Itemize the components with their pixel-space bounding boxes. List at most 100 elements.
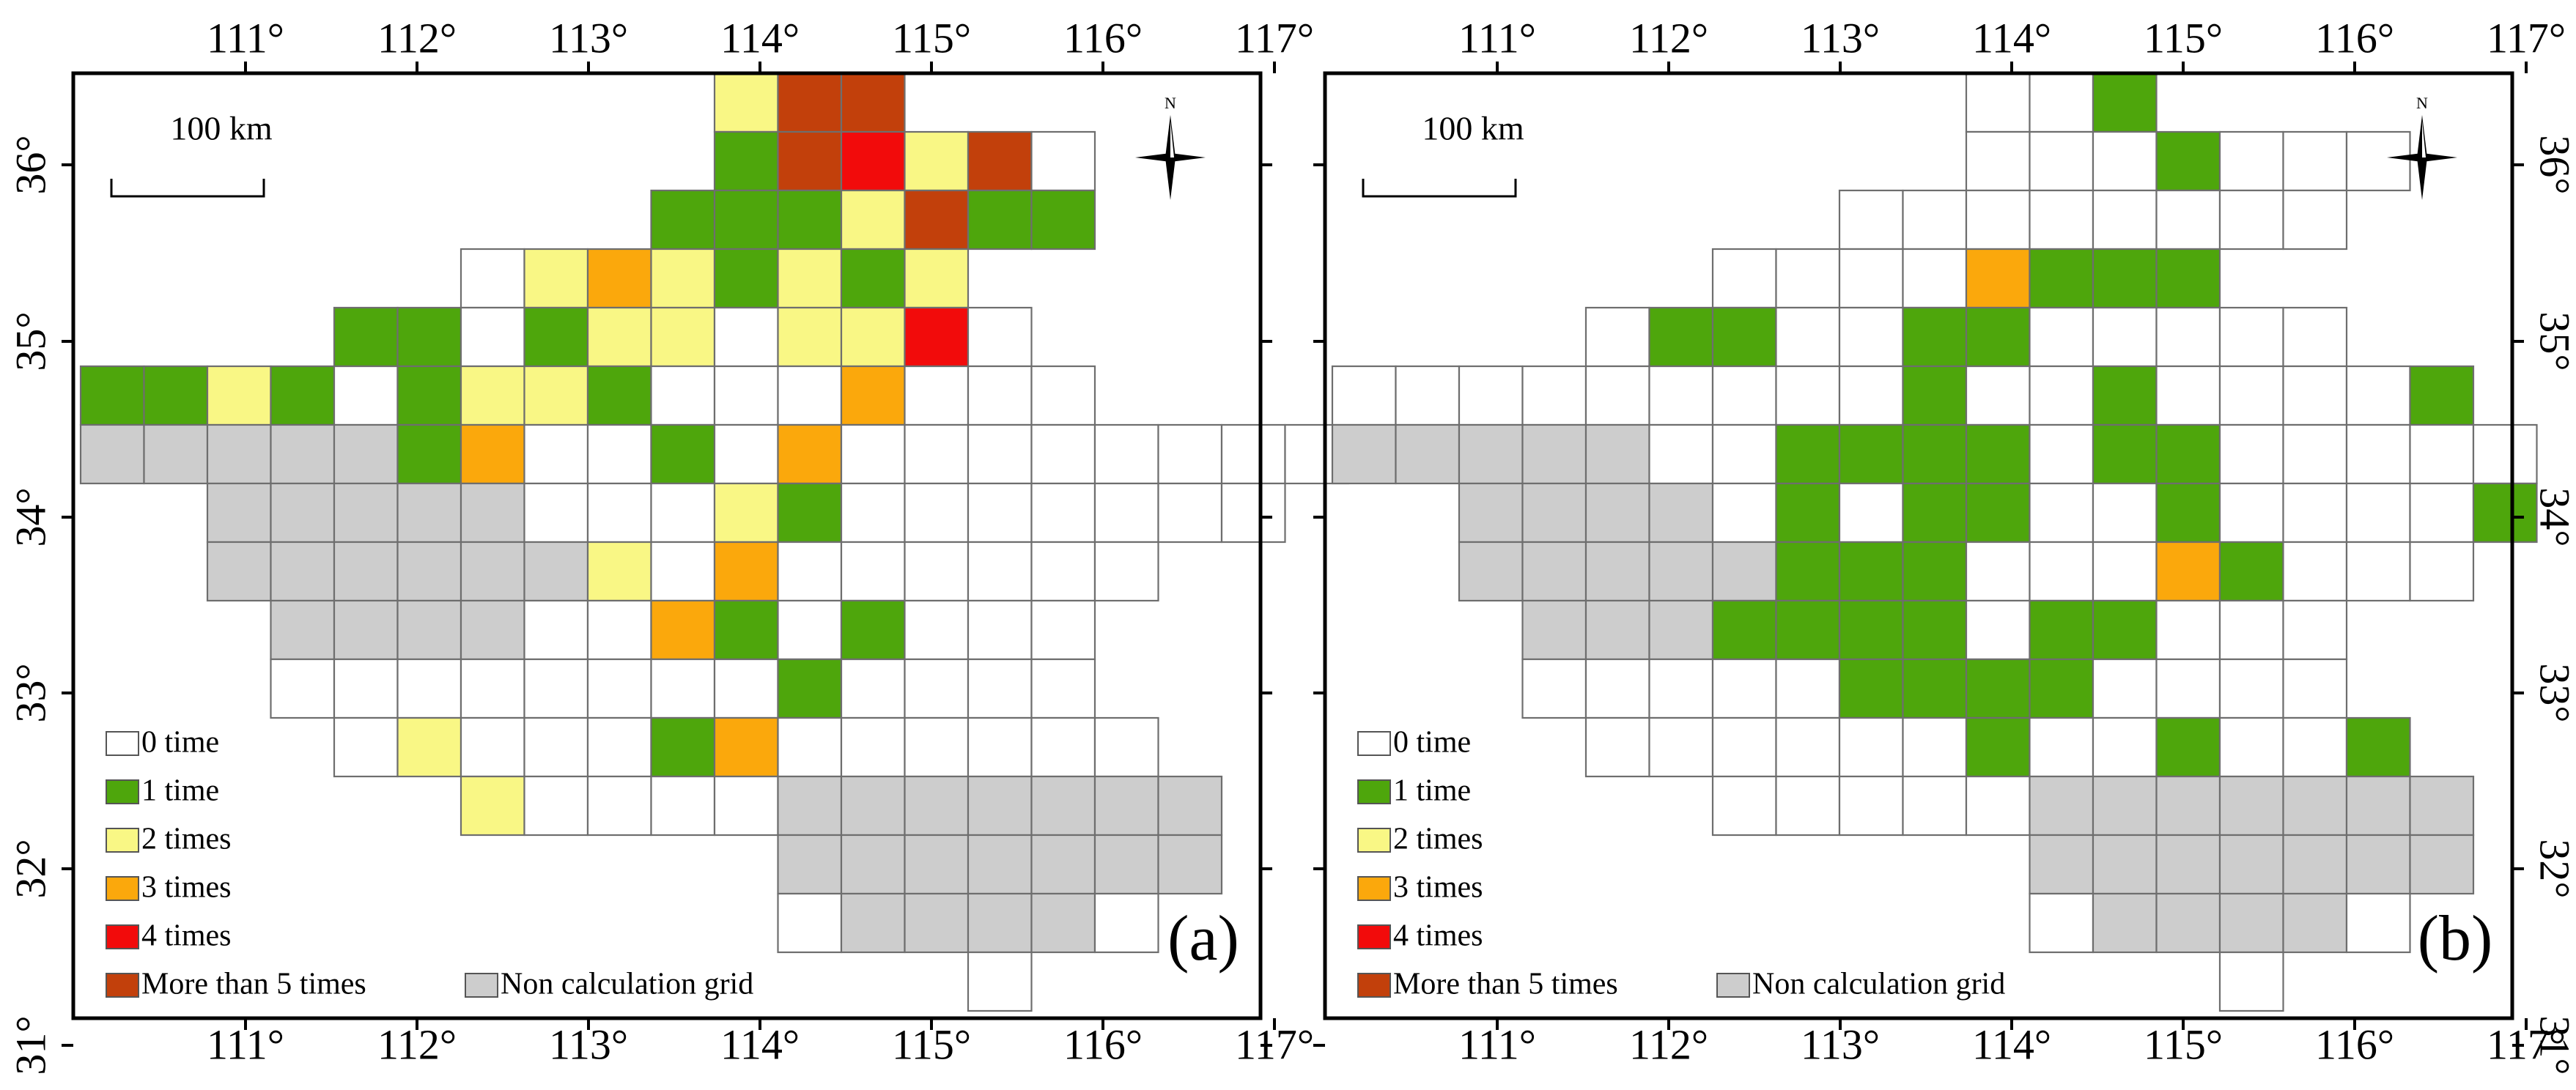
lon-label-bottom: 117° xyxy=(1235,1020,1314,1068)
grid-cell-non-calc xyxy=(1648,541,1714,602)
grid-cell-0 xyxy=(586,716,652,778)
legend-swatch-4 xyxy=(1357,924,1391,949)
lon-label-top: 112° xyxy=(377,14,457,62)
grid-cell-non-calc xyxy=(2218,892,2284,954)
scale-bar-label: 100 km xyxy=(1422,110,1524,147)
map-frame xyxy=(71,71,1263,1020)
grid-cell-3 xyxy=(713,716,779,778)
grid-cells xyxy=(79,72,1350,1012)
grid-cell-0 xyxy=(650,541,716,602)
grid-cell-0 xyxy=(2092,189,2158,251)
grid-cell-0 xyxy=(2282,306,2348,368)
grid-cell-0 xyxy=(2345,130,2411,192)
grid-cell-0 xyxy=(967,541,1033,602)
grid-cell-1 xyxy=(1965,716,2031,778)
grid-cell-0 xyxy=(2472,423,2538,485)
north-arrow-highlight xyxy=(2422,121,2426,157)
grid-cell-0 xyxy=(586,482,652,544)
grid-cell-1 xyxy=(2218,541,2284,602)
grid-cell-non-calc xyxy=(904,834,970,895)
grid-cell-1 xyxy=(1965,658,2031,719)
grid-cell-0 xyxy=(2029,72,2095,133)
grid-cell-0 xyxy=(713,775,779,837)
grid-cell-0 xyxy=(2155,189,2221,251)
grid-cell-0 xyxy=(2218,130,2284,192)
legend-swatch-0 xyxy=(1357,731,1391,756)
grid-cell-non-calc xyxy=(143,423,209,485)
grid-cell-4 xyxy=(904,306,970,368)
grid-cell-0 xyxy=(2218,716,2284,778)
grid-cell-0 xyxy=(333,658,399,719)
grid-cell-0 xyxy=(777,599,843,661)
lon-label-bottom: 114° xyxy=(720,1020,800,1068)
grid-cell-non-calc xyxy=(206,482,272,544)
grid-cell-0 xyxy=(523,482,589,544)
grid-cell-3 xyxy=(2155,541,2221,602)
grid-cell-0 xyxy=(840,482,906,544)
grid-cell-0 xyxy=(270,658,336,719)
scale-bar-line xyxy=(1362,179,1517,198)
grid-cell-0 xyxy=(777,892,843,954)
grid-cell-0 xyxy=(2345,423,2411,485)
lon-label-top: 117° xyxy=(1235,14,1314,62)
grid-cell-0 xyxy=(1711,775,1777,837)
grid-cell-0 xyxy=(1220,482,1286,544)
grid-cell-0 xyxy=(1902,189,1968,251)
grid-cell-0 xyxy=(904,482,970,544)
lat-label-left: 34° xyxy=(7,487,54,546)
grid-cell-1 xyxy=(2155,248,2221,309)
legend-label: 0 time xyxy=(1393,726,1471,760)
grid-cell-0 xyxy=(460,248,525,309)
grid-cell-0 xyxy=(1902,716,1968,778)
scale-bar: 100 km xyxy=(110,110,273,198)
lat-label-right: 36° xyxy=(2531,135,2576,194)
grid-cell-0 xyxy=(1648,716,1714,778)
grid-cell-non-calc xyxy=(2029,775,2095,837)
grid-cell-1 xyxy=(650,423,716,485)
grid-cell-0 xyxy=(2218,365,2284,426)
scale-bar-line xyxy=(110,179,265,198)
lat-label-left: 35° xyxy=(7,311,54,371)
grid-cell-0 xyxy=(967,951,1033,1012)
lon-label-top: 112° xyxy=(1629,14,1708,62)
grid-cell-2 xyxy=(713,482,779,544)
lat-label-left: 32° xyxy=(7,839,54,898)
grid-cell-3 xyxy=(777,423,843,485)
grid-cell-0 xyxy=(2029,541,2095,602)
grid-cell-0 xyxy=(2029,716,2095,778)
lon-label-top: 114° xyxy=(1972,14,2051,62)
grid-cell-5plus xyxy=(967,130,1033,192)
grid-cell-0 xyxy=(333,716,399,778)
grid-cell-non-calc xyxy=(270,599,336,661)
legend-label: 1 time xyxy=(1393,774,1471,808)
legend-label: 2 times xyxy=(1393,823,1483,856)
grid-cell-0 xyxy=(1965,775,2031,837)
grid-cell-1 xyxy=(1775,599,1841,661)
grid-cell-3 xyxy=(840,365,906,426)
grid-cell-0 xyxy=(1093,892,1159,954)
north-arrow-highlight xyxy=(1170,121,1174,157)
lon-label-bottom: 117° xyxy=(2487,1020,2566,1068)
grid-cell-non-calc xyxy=(270,482,336,544)
panel-a: 111° 111° 112° 112° 113° 113° 114° 114° 115° 115°… xyxy=(7,14,1350,1075)
grid-cell-0 xyxy=(586,658,652,719)
grid-cell-non-calc xyxy=(777,775,843,837)
grid-cell-3 xyxy=(460,423,525,485)
grid-cell-0 xyxy=(777,716,843,778)
grid-cell-0 xyxy=(1030,541,1096,602)
grid-cell-1 xyxy=(143,365,209,426)
grid-cell-2 xyxy=(904,130,970,192)
grid-cell-1 xyxy=(1711,306,1777,368)
grid-cell-2 xyxy=(396,716,462,778)
grid-cell-1 xyxy=(2345,716,2411,778)
lon-label-bottom: 112° xyxy=(1629,1020,1708,1068)
grid-cell-1 xyxy=(396,423,462,485)
grid-cell-non-calc xyxy=(396,482,462,544)
grid-cell-0 xyxy=(2218,189,2284,251)
grid-cell-1 xyxy=(79,365,145,426)
grid-cell-0 xyxy=(586,599,652,661)
grid-cell-0 xyxy=(460,306,525,368)
grid-cell-1 xyxy=(1965,423,2031,485)
grid-cell-0 xyxy=(967,599,1033,661)
grid-cell-0 xyxy=(1521,658,1587,719)
